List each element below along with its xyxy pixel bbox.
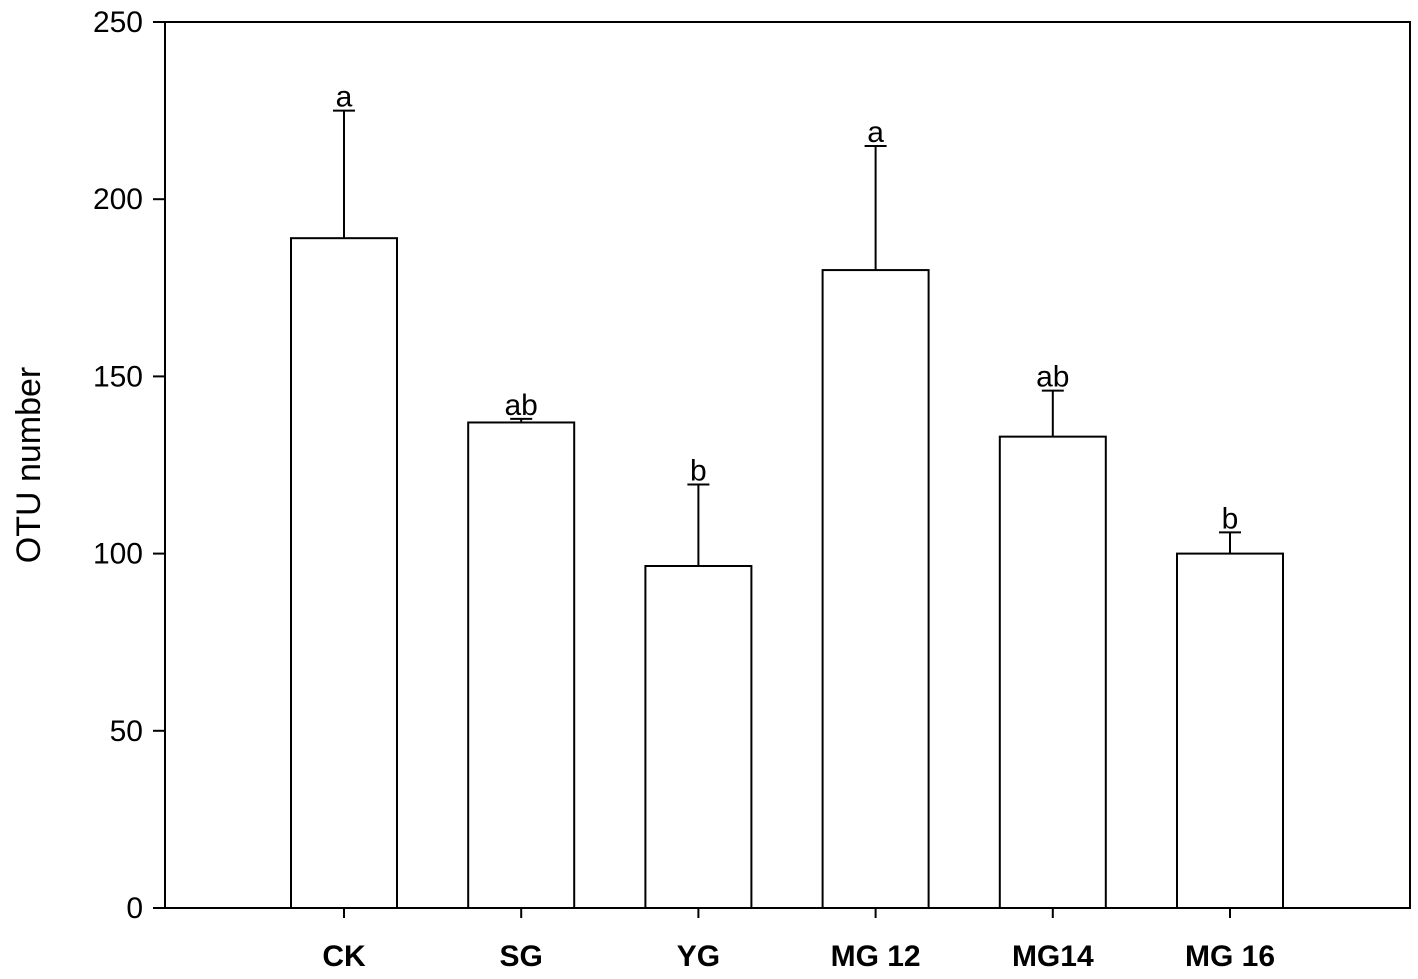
bar bbox=[1176, 552, 1284, 909]
bars: a ab b a ab b bbox=[290, 81, 1284, 910]
x-tick-label: SG bbox=[500, 940, 543, 973]
significance-label: a bbox=[336, 81, 353, 114]
bar bbox=[290, 237, 398, 909]
x-axis: CK SG YG MG 12 MG14 MG 16 bbox=[322, 908, 1275, 973]
significance-label: a bbox=[867, 116, 884, 149]
significance-label: ab bbox=[505, 389, 538, 422]
bar bbox=[467, 421, 576, 909]
x-tick-label: CK bbox=[322, 940, 366, 973]
x-tick-label: MG 16 bbox=[1185, 940, 1275, 973]
y-tick-label: 0 bbox=[126, 892, 143, 925]
significance-label: b bbox=[690, 454, 707, 487]
y-tick-label: 50 bbox=[110, 715, 143, 748]
significance-label: b bbox=[1222, 502, 1239, 535]
y-tick-label: 200 bbox=[93, 183, 143, 216]
y-axis: 0 50 100 150 200 250 bbox=[93, 6, 165, 925]
x-tick-label: MG 12 bbox=[831, 940, 921, 973]
bar bbox=[998, 435, 1107, 909]
plot-frame bbox=[164, 21, 1411, 909]
y-tick-label: 150 bbox=[93, 360, 143, 393]
x-tick-label: MG14 bbox=[1012, 940, 1094, 973]
bar bbox=[644, 565, 753, 910]
y-tick-label: 100 bbox=[93, 538, 143, 571]
y-tick-label: 250 bbox=[93, 6, 143, 39]
bar bbox=[821, 269, 930, 909]
significance-label: ab bbox=[1036, 361, 1069, 394]
y-axis-label: OTU number bbox=[10, 367, 48, 564]
x-tick-label: YG bbox=[677, 940, 720, 973]
